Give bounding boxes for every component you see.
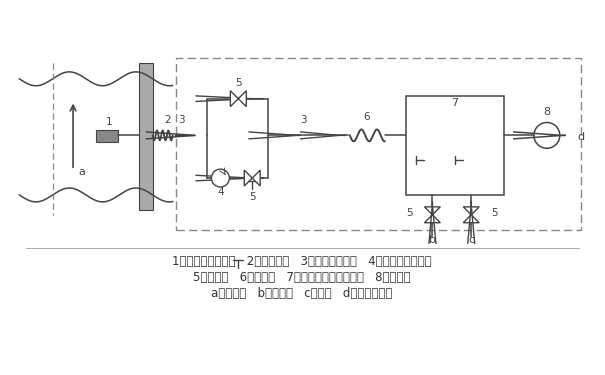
Text: 5: 5 [406,208,413,218]
Text: 2: 2 [165,116,171,126]
Circle shape [534,123,560,148]
Circle shape [211,169,229,187]
Polygon shape [463,207,479,215]
Polygon shape [463,215,479,223]
Text: 6: 6 [364,111,370,122]
Text: c: c [468,235,474,244]
Text: 5: 5 [491,208,498,218]
Text: 5: 5 [235,78,241,88]
Text: b: b [429,235,436,244]
Polygon shape [238,91,246,106]
Polygon shape [231,91,238,106]
Polygon shape [425,215,440,223]
Text: 4: 4 [217,187,224,197]
Text: 3: 3 [178,116,185,126]
Bar [96,130,118,142]
Text: d: d [578,132,585,142]
Text: 5: 5 [249,192,255,202]
Text: a: a [78,167,85,177]
Polygon shape [252,170,260,186]
Text: a、样品气   b、燃料气   c、零气   d、采样泵排气: a、样品气 b、燃料气 c、零气 d、采样泵排气 [211,287,393,300]
Bar [139,63,152,210]
Bar [175,58,581,229]
Polygon shape [425,207,440,215]
Bar [405,96,504,195]
Text: 1: 1 [106,117,112,128]
Text: 7: 7 [451,98,459,108]
Polygon shape [244,170,252,186]
Text: 8: 8 [543,106,551,117]
Text: 5、控制阀   6、定量环   7、氢火焰离子化检测器   8、采样泵: 5、控制阀 6、定量环 7、氢火焰离子化检测器 8、采样泵 [193,271,411,284]
Text: 3: 3 [300,116,307,126]
Text: 1、颗粒物过滤装置   2、采样探针   3、样品传输管线   4、分离单元催化剂: 1、颗粒物过滤装置 2、采样探针 3、样品传输管线 4、分离单元催化剂 [172,255,432,268]
